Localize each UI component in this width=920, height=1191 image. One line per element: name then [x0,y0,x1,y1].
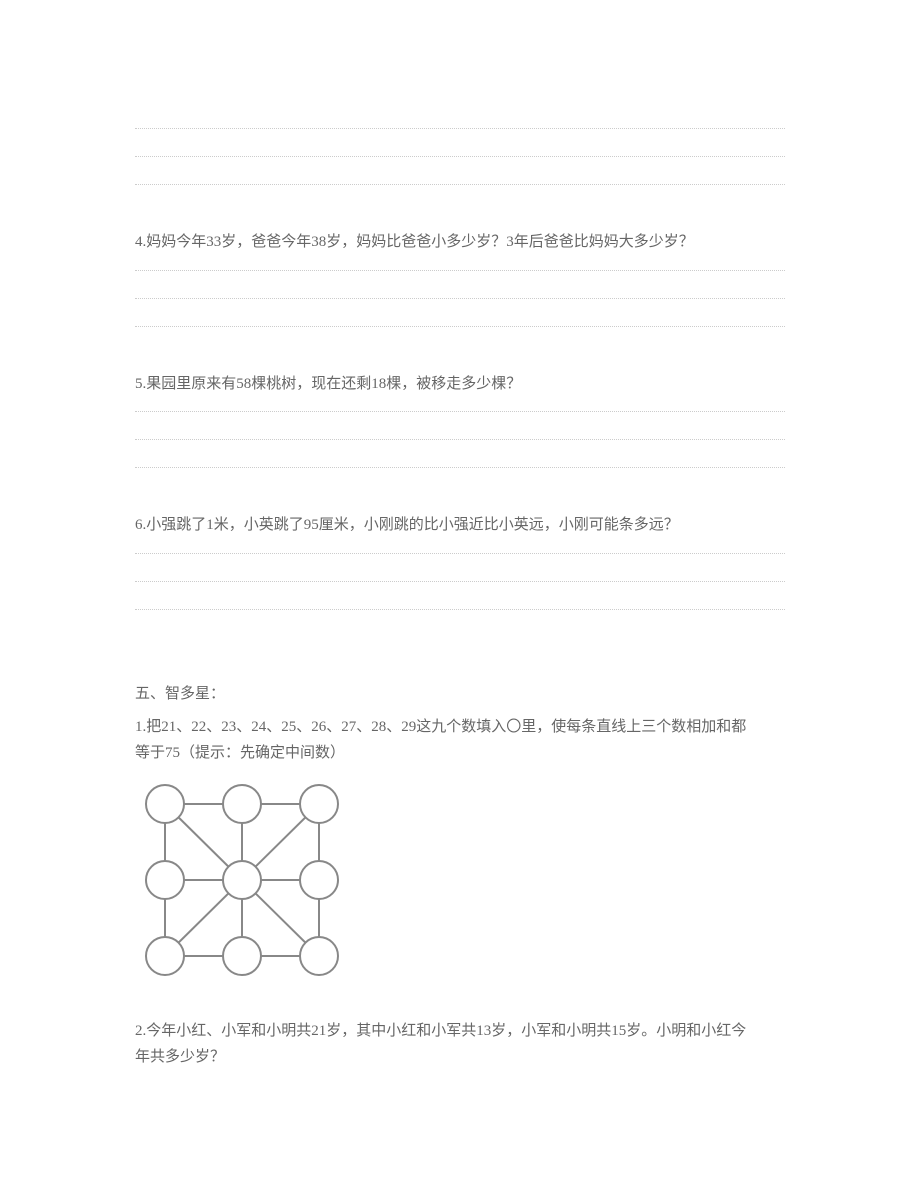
dotted-line [135,581,785,582]
dotted-line [135,128,785,129]
q2-line1: 2.今年小红、小军和小明共21岁，其中小红和小军共13岁，小军和小明共15岁。小… [135,1019,785,1045]
question-text: 5.果园里原来有58棵桃树，现在还剩18棵，被移走多少棵？ [135,376,521,392]
section5-q2: 2.今年小红、小军和小明共21岁，其中小红和小军共13岁，小军和小明共15岁。小… [135,1019,785,1070]
dotted-line [135,467,785,468]
q1-line2: 等于75（提示：先确定中间数） [135,741,785,767]
question-text: 6.小强跳了1米，小英跳了95厘米，小刚跳的比小强近比小英远，小刚可能条多远？ [135,517,679,533]
question-4: 4.妈妈今年33岁，爸爸今年38岁，妈妈比爸爸小多少岁？3年后爸爸比妈妈大多少岁… [135,231,785,254]
dotted-line [135,439,785,440]
q2-line2: 年共多少岁？ [135,1045,785,1071]
section-5-title: 五、智多星： [135,683,785,706]
dotted-line [135,270,785,271]
dotted-line [135,326,785,327]
diagram-svg [135,776,349,984]
question-5: 5.果园里原来有58棵桃树，现在还剩18棵，被移走多少棵？ [135,373,785,396]
answer-area-q3 [135,120,785,193]
section-title-text: 五、智多星： [135,686,225,702]
dotted-line [135,411,785,412]
dotted-line [135,298,785,299]
question-6: 6.小强跳了1米，小英跳了95厘米，小刚跳的比小强近比小英远，小刚可能条多远？ [135,514,785,537]
magic-square-diagram [135,776,785,984]
section5-q1: 1.把21、22、23、24、25、26、27、28、29这九个数填入〇里，使每… [135,715,785,766]
dotted-line [135,184,785,185]
q1-line1: 1.把21、22、23、24、25、26、27、28、29这九个数填入〇里，使每… [135,715,785,741]
dotted-line [135,156,785,157]
dotted-line [135,553,785,554]
answer-area-q4 [135,262,785,335]
answer-area-q5 [135,403,785,476]
dotted-line [135,609,785,610]
question-text: 4.妈妈今年33岁，爸爸今年38岁，妈妈比爸爸小多少岁？3年后爸爸比妈妈大多少岁… [135,234,694,250]
answer-area-q6 [135,545,785,618]
